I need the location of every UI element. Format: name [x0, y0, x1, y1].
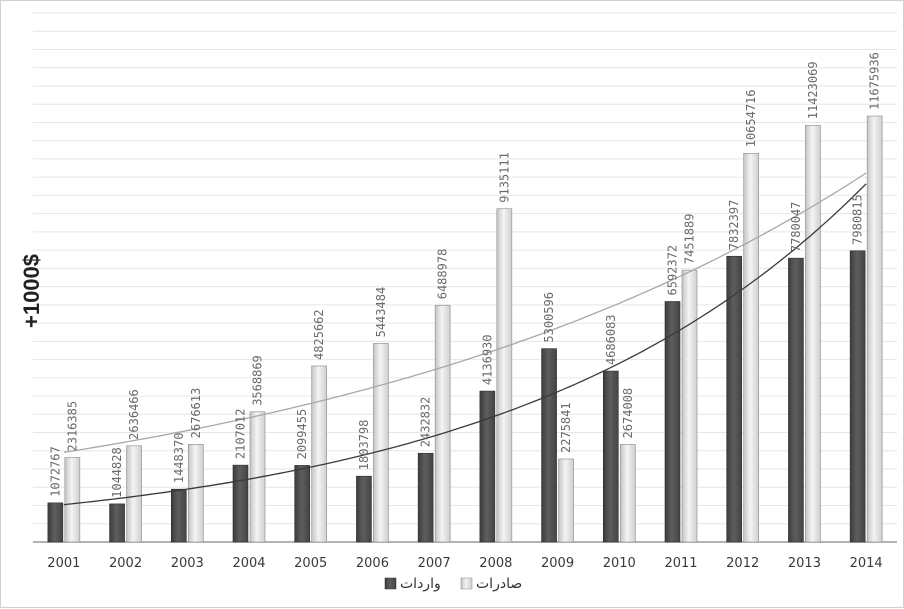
bar-exports	[373, 343, 389, 543]
data-label-exports: 2636466	[127, 389, 141, 440]
data-label-exports: 6488978	[436, 249, 450, 300]
data-label-imports: 2107012	[234, 409, 248, 460]
x-tick-label: 2005	[294, 556, 327, 571]
bar-imports	[602, 370, 619, 543]
x-tick-label: 2002	[109, 556, 142, 571]
legend-swatch-exports	[460, 577, 473, 590]
bar-exports	[558, 458, 574, 543]
data-label-exports: 11675936	[868, 52, 882, 110]
trendline-imports	[63, 183, 867, 506]
bars	[47, 115, 883, 543]
x-tick-label: 2011	[664, 556, 697, 571]
data-label-imports: 2099455	[295, 409, 309, 460]
data-label-exports: 4825662	[312, 309, 326, 360]
data-label-imports: 2432832	[419, 397, 433, 448]
x-tick-label: 2012	[726, 556, 759, 571]
data-label-exports: 11423069	[806, 61, 820, 119]
gridlines	[33, 12, 897, 543]
x-tick-label: 2013	[788, 556, 821, 571]
bar-exports	[126, 445, 142, 543]
bar-exports	[64, 457, 81, 543]
bar-imports	[479, 390, 496, 543]
trendline-exports	[63, 172, 867, 453]
data-label-imports: 7980815	[851, 194, 865, 245]
trendlines	[63, 172, 867, 506]
data-label-imports: 1044828	[110, 447, 124, 498]
data-label-imports: 1072767	[48, 446, 62, 497]
x-tick-label: 2007	[418, 556, 451, 571]
x-tick-label: 2014	[850, 556, 883, 571]
legend-swatch-imports	[384, 577, 397, 590]
data-label-exports: 2275841	[559, 402, 573, 453]
bar-imports	[47, 502, 64, 543]
x-tick-label: 2001	[47, 556, 80, 571]
bar-exports	[743, 152, 760, 543]
data-label-exports: 2316385	[65, 401, 79, 452]
bar-imports	[788, 257, 804, 543]
data-label-imports: 7780047	[789, 202, 803, 253]
data-label-exports: 10654716	[744, 89, 758, 147]
x-tick-label: 2003	[171, 556, 204, 571]
x-tick-label: 2006	[356, 556, 389, 571]
bar-imports	[541, 348, 557, 543]
legend-label-imports: واردات	[400, 576, 441, 592]
bar-exports	[187, 444, 204, 543]
bar-imports	[232, 464, 249, 543]
data-label-imports: 4686083	[604, 314, 618, 365]
data-label-imports: 7832397	[727, 200, 741, 251]
data-label-exports: 9135111	[497, 152, 511, 203]
data-label-exports: 2676613	[189, 388, 203, 439]
bar-exports	[619, 444, 636, 543]
x-tick-label: 2008	[479, 556, 512, 571]
bar-exports	[866, 115, 883, 543]
x-tick-label: 2004	[232, 556, 265, 571]
bar-imports	[726, 255, 743, 543]
data-label-imports: 6592372	[666, 245, 680, 296]
bar-exports	[311, 365, 328, 543]
legend: واردات صادرات	[384, 576, 522, 592]
x-tick-label: 2009	[541, 556, 574, 571]
bar-exports	[681, 269, 698, 543]
bar-imports	[664, 301, 681, 543]
x-tick-label: 2010	[603, 556, 636, 571]
bar-imports	[109, 503, 125, 543]
data-label-exports: 7451889	[683, 214, 697, 265]
data-label-imports: 1803798	[357, 420, 371, 471]
data-label-exports: 5443484	[374, 287, 388, 338]
data-label-imports: 4136930	[480, 334, 494, 385]
legend-label-exports: صادرات	[476, 576, 522, 592]
bar-imports	[417, 452, 434, 543]
bar-exports	[805, 124, 821, 543]
y-axis-label: +1000$	[19, 254, 44, 328]
bar-imports	[356, 475, 372, 543]
data-label-imports: 1448370	[172, 433, 186, 484]
bar-exports	[496, 208, 513, 543]
data-label-exports: 3568869	[251, 355, 265, 406]
bar-imports	[170, 488, 187, 543]
x-axis-ticks: 2001 2002 2003 2004 2005 2006 2007 2008 2009 2010…	[47, 556, 882, 571]
bar-exports	[434, 304, 451, 543]
data-label-imports: 5300596	[542, 292, 556, 343]
bar-imports	[849, 250, 866, 543]
bar-imports	[294, 465, 311, 543]
data-label-exports: 2674008	[621, 388, 635, 439]
